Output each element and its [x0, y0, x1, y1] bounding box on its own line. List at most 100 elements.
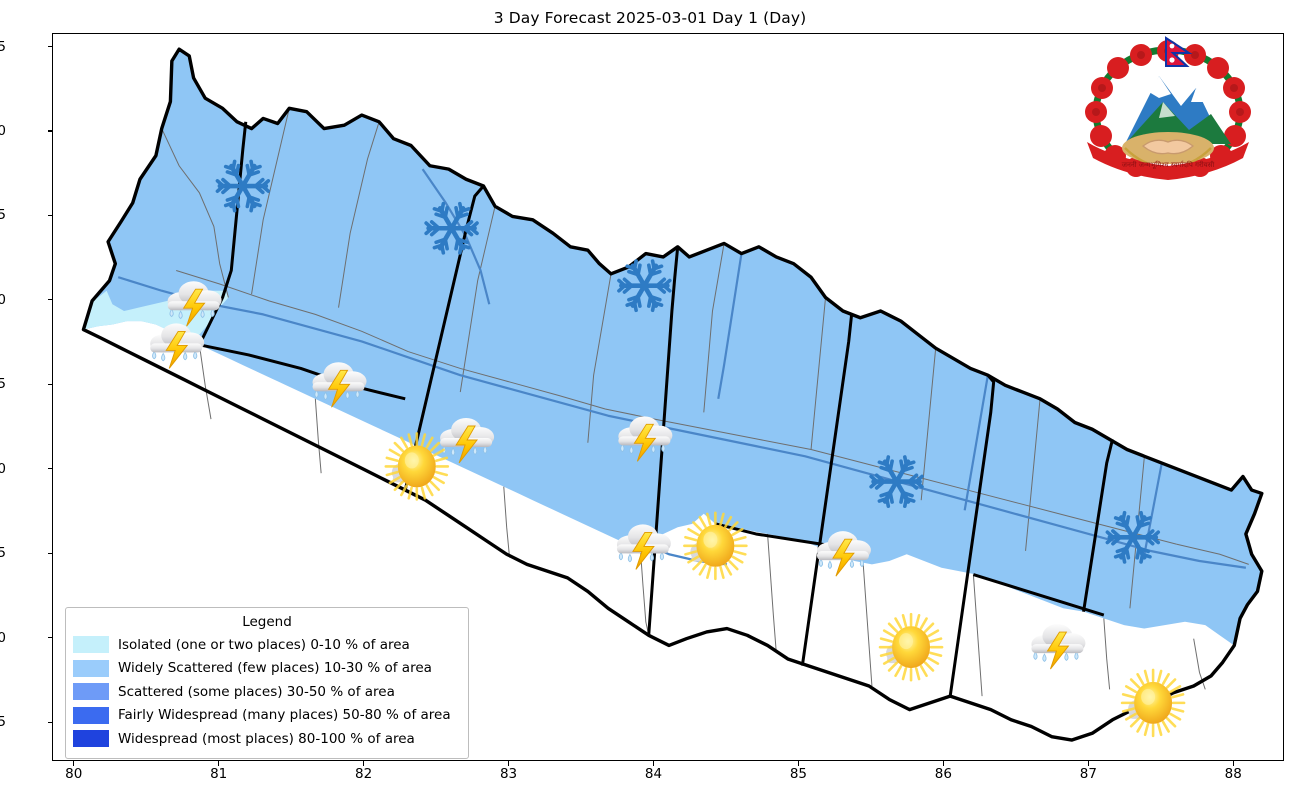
river-line — [717, 253, 743, 400]
x-axis-tick — [1232, 761, 1234, 766]
river-line — [421, 168, 491, 305]
district-boundary — [161, 128, 229, 298]
x-axis-tick-label: 83 — [499, 766, 518, 782]
map-plot-frame: Legend Isolated (one or two places) 0-10… — [52, 33, 1284, 761]
province-boundary — [800, 309, 854, 666]
nepal-map — [81, 47, 1264, 742]
province-boundary — [948, 374, 996, 697]
legend-item-label: Widely Scattered (few places) 10-30 % of… — [118, 660, 432, 677]
y-axis-tick — [47, 214, 52, 217]
x-axis-tick — [653, 761, 655, 766]
legend-swatch — [73, 730, 109, 748]
national-boundary — [81, 47, 1264, 742]
legend-item: Scattered (some places) 30-50 % of area — [73, 680, 461, 704]
legend-swatch — [73, 659, 109, 677]
thunderstorm-icon — [816, 531, 871, 577]
x-axis-tick — [797, 761, 800, 766]
district-boundary — [251, 108, 290, 295]
legend-item: Widely Scattered (few places) 10-30 % of… — [73, 657, 461, 681]
y-axis-tick — [47, 552, 52, 554]
legend-swatch — [73, 636, 109, 654]
district-boundary — [703, 243, 725, 413]
legend-item-label: Isolated (one or two places) 0-10 % of a… — [118, 636, 410, 653]
x-axis-tick — [1087, 761, 1089, 766]
sun-icon — [1120, 668, 1186, 738]
legend-box: Legend Isolated (one or two places) 0-10… — [65, 607, 469, 759]
snow-icon — [424, 201, 479, 255]
x-axis-tick — [218, 761, 220, 766]
district-boundary — [314, 398, 322, 474]
legend-item: Widespread (most places) 80-100 % of are… — [73, 727, 461, 751]
river-line — [963, 375, 989, 511]
legend-title: Legend — [242, 614, 292, 630]
legend-item-label: Fairly Widespread (many places) 50-80 % … — [118, 707, 451, 724]
x-axis-tick — [363, 761, 365, 766]
y-axis-tick-label: 30.0 — [0, 122, 6, 139]
district-boundary — [639, 544, 650, 636]
district-boundary — [810, 297, 827, 450]
x-axis-tick-label: 88 — [1224, 766, 1242, 782]
district-boundary — [862, 564, 873, 687]
district-boundary — [920, 348, 937, 501]
y-axis-tick-label: 28.5 — [0, 376, 6, 393]
province-boundary — [715, 522, 844, 549]
x-axis-tick — [73, 761, 75, 766]
legend-item-label: Scattered (some places) 30-50 % of area — [118, 683, 395, 700]
district-boundary — [1193, 638, 1206, 690]
province-boundary — [199, 343, 406, 401]
thunderstorm-icon — [150, 323, 205, 369]
district-boundary — [503, 486, 511, 558]
district-boundary — [1103, 618, 1111, 690]
legend-item: Fairly Widespread (many places) 50-80 % … — [73, 704, 461, 728]
thunderstorm-icon — [312, 362, 367, 408]
province-boundary — [198, 121, 248, 346]
district-boundary — [1025, 398, 1041, 551]
x-axis-tick-label: 80 — [65, 766, 83, 782]
district-boundary — [459, 206, 496, 393]
province-boundary — [972, 573, 1105, 617]
y-axis-tick-label: 29.5 — [0, 207, 6, 224]
snow-icon — [215, 159, 271, 213]
sun-icon — [878, 612, 944, 682]
x-axis-tick-label: 85 — [789, 766, 808, 782]
district-boundary — [767, 533, 777, 653]
district-boundary — [1176, 543, 1249, 565]
y-axis-tick-label: 26.5 — [0, 714, 6, 731]
district-boundary — [654, 418, 916, 478]
legend-swatch — [73, 706, 109, 724]
y-axis-tick — [47, 130, 52, 132]
sun-icon — [683, 511, 748, 581]
thunderstorm-icon — [616, 524, 671, 570]
y-axis-tick-label: 30.5 — [0, 38, 6, 55]
legend-item-label: Widespread (most places) 80-100 % of are… — [118, 730, 415, 747]
thunderstorm-icon — [618, 416, 673, 462]
y-axis-tick-label: 29.0 — [0, 291, 6, 308]
district-boundary — [176, 269, 409, 353]
thunderstorm-icon — [167, 281, 222, 327]
svg-text:जननी जन्मभूमिश्च स्वर्गादपि गर: जननी जन्मभूमिश्च स्वर्गादपि गरीयसी — [1122, 160, 1215, 169]
ribbon-icon: जननी जन्मभूमिश्च स्वर्गादपि गरीयसी — [1087, 142, 1249, 180]
district-boundary — [338, 121, 380, 308]
x-axis-tick-label: 81 — [210, 766, 228, 782]
snow-icon — [617, 259, 672, 313]
page-title: 3 Day Forecast 2025-03-01 Day 1 (Day) — [493, 9, 807, 27]
thunderstorm-icon — [440, 418, 495, 464]
x-axis-tick — [942, 761, 944, 766]
y-axis-tick — [47, 721, 52, 723]
y-axis-tick — [47, 637, 52, 639]
x-axis-tick-label: 87 — [1079, 766, 1097, 782]
province-boundary — [403, 185, 485, 491]
district-boundary — [407, 351, 655, 420]
province-boundary — [1082, 439, 1114, 612]
handshake-icon — [1122, 132, 1214, 164]
y-axis-tick — [47, 468, 52, 470]
dhm-emblem: जननी जन्मभूमिश्च स्वर्गादपि गरीयसी जल तथ… — [1063, 36, 1273, 221]
x-axis-tick — [508, 761, 510, 766]
thunderstorm-icon — [1031, 624, 1086, 670]
y-axis-tick-label: 27.5 — [0, 545, 6, 562]
y-axis-tick-label: 28.0 — [0, 460, 6, 477]
y-axis-tick — [47, 46, 52, 48]
snow-icon — [869, 455, 924, 509]
district-boundary — [972, 574, 983, 697]
